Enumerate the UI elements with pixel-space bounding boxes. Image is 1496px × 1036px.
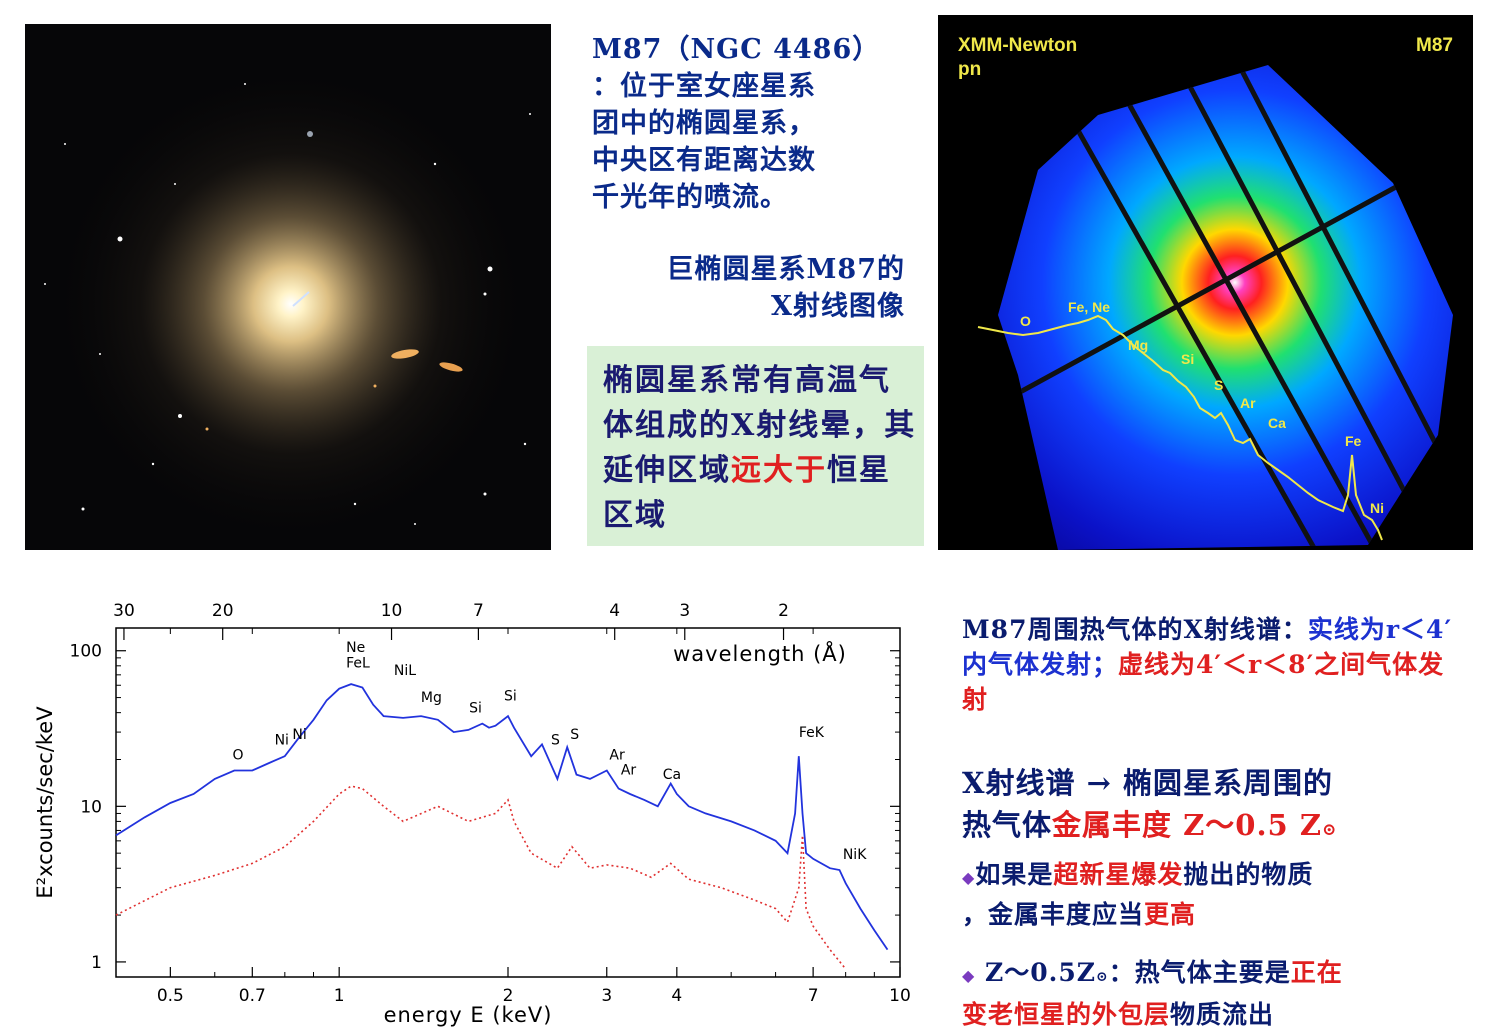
xray-caption-line: X射线图像	[771, 291, 905, 322]
y-tick-label: 1	[91, 953, 102, 973]
sun-symbol: ⊙	[1322, 820, 1338, 840]
halo-note-red: 远大于	[731, 453, 827, 488]
xray-line-label: Ar	[1240, 395, 1256, 411]
bullet-part: 如果是	[975, 860, 1054, 889]
xray-image-svg	[938, 15, 1473, 550]
xray-line-label: Si	[1181, 351, 1195, 367]
conclusion-metallicity: 热气体金属丰度 Z～0.5 Z⊙	[962, 804, 1462, 851]
spectrum-caption-solid: 实线为r＜4′内气体发射；	[962, 615, 1453, 679]
y-axis-label: E²xcounts/sec/keV	[33, 706, 57, 899]
galaxy-image	[25, 24, 551, 550]
bullet-part: 抛出的物质	[1183, 860, 1314, 889]
x-tick-label: 2	[503, 986, 514, 1006]
line-annotation: Ar	[609, 747, 625, 763]
top-tick-label: 3	[679, 601, 690, 621]
bullet-supernova: ◆如果是超新星爆发抛出的物质 ，金属丰度应当更高	[962, 856, 1472, 933]
conclusion-heading: X射线谱 → 椭圆星系周围的 热气体金属丰度 Z～0.5 Z⊙	[962, 762, 1462, 851]
xray-line-label: Ca	[1268, 415, 1286, 431]
bullet-red: 变老恒星的外包层	[962, 1000, 1171, 1029]
line-annotation: Ni	[275, 732, 289, 748]
xray-line-label: S	[1214, 377, 1224, 393]
line-annotation: NiL	[394, 663, 416, 679]
diamond-bullet-icon: ◆	[962, 868, 976, 887]
line-annotation: Ni	[292, 727, 306, 743]
sun-symbol: ⊙	[1096, 969, 1109, 985]
x-axis-label: energy E (keV)	[384, 1003, 553, 1027]
spectrum-solid-line	[115, 683, 889, 951]
line-annotation: O	[232, 747, 243, 763]
x-tick-label: 3	[601, 986, 612, 1006]
halo-note-text: 椭圆星系常有高温气体组成的X射线晕，其延伸区域远大于恒星区域	[603, 358, 919, 538]
xray-caption: 巨椭圆星系M87的 X射线图像	[600, 251, 905, 325]
xray-line-label: Ni	[1370, 500, 1384, 516]
conclusion-part: 热气体	[962, 808, 1053, 842]
line-annotation: S	[570, 727, 579, 743]
spectrum-dotted-line	[115, 785, 847, 970]
halo-note-box: 椭圆星系常有高温气体组成的X射线晕，其延伸区域远大于恒星区域	[587, 346, 924, 546]
line-annotation: Ar	[621, 763, 637, 779]
xray-line-label: Fe, Ne	[1068, 299, 1111, 315]
x-tick-label: 4	[671, 986, 682, 1006]
bullet-part: ，金属丰度应当	[962, 900, 1145, 929]
conclusion-line: X射线谱 → 椭圆星系周围的	[962, 766, 1333, 800]
m87-description: M87（NGC 4486） ：位于室女座星系 团中的椭圆星系， 中央区有距离达数…	[592, 31, 892, 216]
x-tick-label: 1	[334, 986, 345, 1006]
top-axis-label: wavelength (Å)	[673, 640, 847, 666]
line-annotation: S	[551, 732, 560, 748]
bullet-red: 正在	[1290, 958, 1343, 987]
top-tick-label: 20	[212, 601, 234, 621]
xray-instrument-label: XMM-Newton	[958, 35, 1078, 56]
halo-note-part: 椭圆星系常有高温气体组成的X射线晕，其延伸区域	[603, 363, 917, 488]
line-annotation: Si	[469, 701, 482, 717]
spectrum-caption-prefix: M87周围热气体的X射线谱：	[962, 615, 1308, 644]
bullet-part: 物质流出	[1170, 1000, 1275, 1029]
x-tick-label: 0.7	[239, 986, 266, 1006]
top-tick-label: 4	[609, 601, 620, 621]
metallicity-value: 金属丰度 Z～0.5 Z	[1052, 808, 1322, 842]
m87-desc-line: 千光年的喷流。	[592, 182, 788, 213]
m87-desc-line: 团中的椭圆星系，	[592, 108, 816, 139]
m87-title: M87（NGC 4486）	[592, 34, 881, 65]
top-tick-label: 10	[381, 601, 403, 621]
x-tick-label: 0.5	[157, 986, 184, 1006]
xray-line-label: Mg	[1128, 337, 1149, 353]
xray-spectrum-chart: 0.5 0.7 1 2 3 4 7 10 1 10 100 30 20 10 7 4 3 2 wavelength …	[33, 601, 911, 1027]
line-annotation: Ca	[663, 767, 681, 783]
bullet-stellar-envelope: ◆ Z～0.5Z⊙：热气体主要是正在 变老恒星的外包层物质流出	[962, 954, 1472, 1034]
xray-detector-label: pn	[958, 59, 982, 80]
line-annotation: Si	[504, 688, 517, 704]
xray-image: XMM-Newton pn M87 O Fe, Ne Mg Si S Ar Ca…	[938, 15, 1473, 550]
top-tick-label: 2	[778, 601, 789, 621]
x-tick-label: 7	[808, 986, 819, 1006]
line-annotation: Mg	[421, 690, 442, 706]
line-annotation: FeK	[799, 725, 825, 741]
plot-frame	[115, 627, 901, 978]
y-tick-label: 100	[70, 642, 102, 662]
spectrum-caption-dotted: 虚线为4′＜r＜8′之间气体发射	[962, 650, 1445, 714]
bullet-red: 更高	[1144, 900, 1197, 929]
halo-note-part: 恒星区域	[603, 453, 891, 533]
bullet-red: 超新星爆发	[1053, 860, 1184, 889]
m87-desc-line: 中央区有距离达数	[592, 145, 816, 176]
m87-desc-line: ：位于室女座星系	[592, 71, 816, 102]
xray-caption-line: 巨椭圆星系M87的	[666, 254, 905, 285]
galaxy-photo	[25, 24, 551, 550]
line-annotation: NiK	[843, 847, 867, 863]
x-tick-label: 10	[889, 986, 911, 1006]
top-tick-label: 7	[473, 601, 484, 621]
bullet-part: Z～0.5Z	[985, 958, 1097, 987]
line-annotation: Ne	[346, 640, 365, 656]
diamond-bullet-icon: ◆	[962, 966, 976, 985]
xray-object-label: M87	[1416, 35, 1453, 56]
line-annotation: FeL	[346, 656, 370, 672]
xray-line-label: O	[1020, 313, 1031, 329]
y-tick-label: 10	[80, 797, 102, 817]
bullet-part: ：热气体主要是	[1108, 958, 1291, 987]
spectrum-caption: M87周围热气体的X射线谱：实线为r＜4′内气体发射；虚线为4′＜r＜8′之间气…	[962, 612, 1462, 717]
top-tick-label: 30	[113, 601, 135, 621]
xray-line-label: Fe	[1345, 433, 1362, 449]
